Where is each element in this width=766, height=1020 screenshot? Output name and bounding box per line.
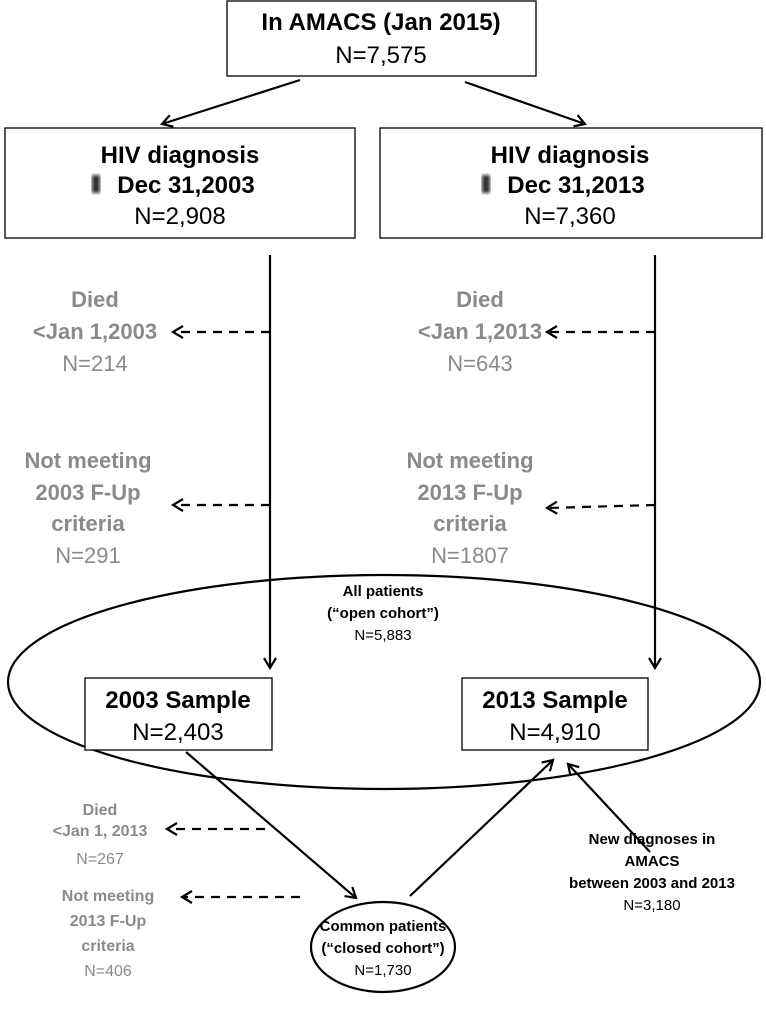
right-dx-box [379, 127, 763, 239]
bottom-notmeet-n: N=406 [84, 963, 132, 980]
open-cohort-l1: All patients [343, 583, 424, 600]
right-dx-date: Dec 31,2013 [507, 172, 644, 199]
new-dx-l3: between 2003 and 2013 [569, 875, 735, 892]
top-n: N=7,575 [335, 42, 426, 69]
open-cohort-n: N=5,883 [354, 627, 411, 644]
left-dx-title: HIV diagnosis [101, 142, 260, 169]
sample-2003-title: 2003 Sample [105, 687, 250, 714]
left-notmeet-l3: criteria [51, 511, 125, 536]
dashed-arrow-right-notmeet [544, 500, 656, 515]
closed-cohort-ellipse [309, 900, 457, 994]
right-died-l1: Died [456, 287, 504, 312]
left-died-l2: <Jan 1,2003 [33, 319, 157, 344]
left-dx-date: Dec 31,2003 [117, 172, 254, 199]
closed-cohort-l1: Common patients [320, 918, 447, 935]
left-died-n: N=214 [62, 351, 127, 376]
right-dx-n: N=7,360 [524, 203, 615, 230]
right-died-n: N=643 [447, 351, 512, 376]
le-symbol-icon [92, 175, 100, 193]
left-notmeet-l2: 2003 F-Up [35, 480, 140, 505]
left-notmeet-l1: Not meeting [24, 448, 151, 473]
open-cohort-l2: (“open cohort”) [327, 605, 439, 622]
new-dx-n: N=3,180 [623, 897, 680, 914]
sample-2013-title: 2013 Sample [482, 687, 627, 714]
bottom-died-l1: Died [83, 802, 118, 819]
new-dx-l1: New diagnoses in [589, 831, 716, 848]
left-died-l1: Died [71, 287, 119, 312]
bottom-died-n: N=267 [76, 851, 124, 868]
open-cohort-ellipse [6, 573, 762, 791]
arrow-2003-to-closed [185, 751, 358, 900]
sample-2013-box [461, 677, 649, 751]
right-notmeet-l1: Not meeting [406, 448, 533, 473]
bottom-notmeet-l1: Not meeting [62, 888, 154, 905]
top-title: In AMACS (Jan 2015) [261, 9, 500, 36]
sample-2003-n: N=2,403 [132, 719, 223, 746]
bottom-notmeet-l2: 2013 F-Up [70, 913, 147, 930]
closed-cohort-l2: (“closed cohort”) [321, 940, 444, 957]
left-dx-n: N=2,908 [134, 203, 225, 230]
arrow-new-to-2013 [566, 762, 651, 853]
right-dx-title: HIV diagnosis [491, 142, 650, 169]
arrow-top-left [159, 78, 301, 128]
bottom-notmeet-l3: criteria [81, 938, 134, 955]
left-notmeet-n: N=291 [55, 543, 120, 568]
left-dx-box [4, 127, 356, 239]
right-notmeet-l2: 2013 F-Up [417, 480, 522, 505]
sample-2013-n: N=4,910 [509, 719, 600, 746]
right-notmeet-n: N=1807 [431, 543, 509, 568]
top-box [226, 0, 537, 77]
arrow-top-right [464, 80, 588, 128]
new-dx-l2: AMACS [625, 853, 680, 870]
arrow-closed-to-2013 [409, 758, 555, 897]
closed-cohort-n: N=1,730 [354, 962, 411, 979]
right-died-l2: <Jan 1,2013 [418, 319, 542, 344]
right-notmeet-l3: criteria [433, 511, 507, 536]
le-symbol-icon [482, 175, 490, 193]
sample-2003-box [84, 677, 273, 751]
bottom-died-l2: <Jan 1, 2013 [53, 823, 148, 840]
